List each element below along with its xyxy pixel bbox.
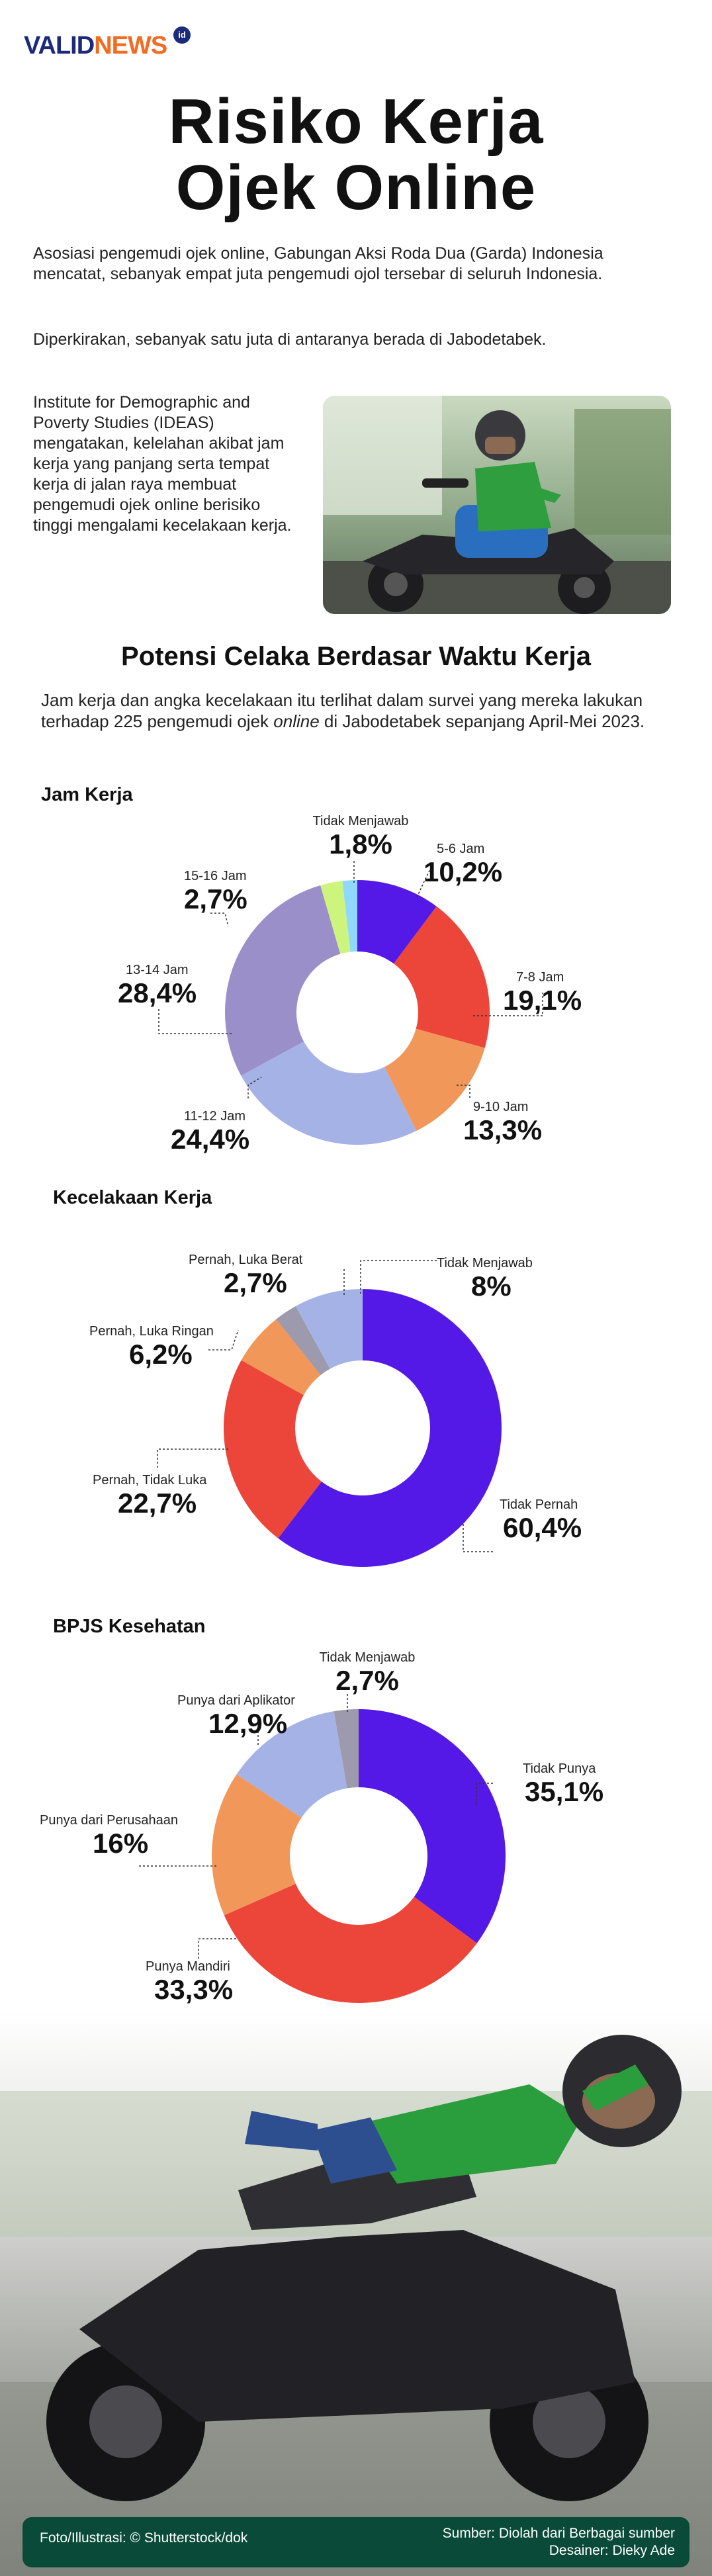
slice-tidak-menjawab [295,1289,363,1369]
leader-tidak-punya [476,1783,493,1806]
leader-11-12 [247,1077,262,1098]
value-7-8-jam: 19,1% [503,985,582,1016]
label-tidak-punya: Tidak Punya [523,1761,596,1776]
chart-jam-kerja-svg [158,861,543,1145]
slice-tidak-pernah [278,1289,502,1567]
intro-paragraph-2: Diperkirakan, sebanyak satu juta di anta… [33,330,547,349]
brand-badge: id [173,26,191,44]
slice-13-14-jam [224,885,341,1076]
slice-punya-dari-aplikator [236,1711,347,1818]
value-mandiri: 33,3% [154,1974,234,2005]
value-tidak-pernah: 60,4% [503,1512,582,1543]
slice-punya-mandiri [224,1883,477,2003]
value-perusahaan: 16% [93,1828,149,1859]
photo-credit: Foto/Illustrasi: © Shutterstock/dok [40,2530,248,2546]
label-tidak-menjawab-2: Tidak Menjawab [437,1256,533,1270]
value-aplikator: 12,9% [208,1708,288,1739]
slice-pernah-luka-ringan [241,1319,321,1396]
label-7-8-jam: 7-8 Jam [516,970,564,985]
intro-paragraph-1: Asosiasi pengemudi ojek online, Gabungan… [33,244,603,283]
leader-mandiri [198,1938,238,1959]
survey-intro: Jam kerja dan angka kecelakaan itu terli… [41,690,645,731]
chart-title-bpjs: BPJS Kesehatan [53,1616,206,1637]
slice-punya-dari-perusahaan [211,1774,302,1916]
label-9-10-jam: 9-10 Jam [473,1100,529,1114]
slice-9-10-jam [384,1028,485,1132]
brand-logo: VALIDNEWS id [24,26,191,60]
label-luka-berat: Pernah, Luka Berat [189,1253,303,1267]
slice-pernah-tidak-luka [223,1360,322,1538]
resting-rider-illustration [0,2012,712,2576]
section-subtitle: Potensi Celaka Berdasar Waktu Kerja [121,642,591,671]
slice-15-16-jam [320,881,351,954]
label-15-16-jam: 15-16 Jam [184,869,247,883]
value-luka-ringan: 6,2% [129,1339,193,1370]
slice-11-12-jam [241,1041,417,1145]
slice-5-6-jam [357,880,437,964]
footer-bar: Foto/Illustrasi: © Shutterstock/dok Sumb… [22,2517,690,2567]
leader-luka-ringan [208,1329,239,1351]
leader-tidak-luka [157,1448,228,1468]
leader-tidak-menjawab-2 [360,1260,437,1294]
label-luka-ringan: Pernah, Luka Ringan [89,1324,214,1339]
value-bpjs-tidak-menjawab: 2,7% [335,1665,399,1696]
chart-title-kecelakaan-kerja: Kecelakaan Kerja [53,1187,212,1208]
leader-5-6 [416,866,432,898]
value-9-10-jam: 13,3% [463,1114,543,1145]
leader-9-10 [457,1085,470,1098]
leader-tidak-pernah [463,1522,493,1552]
chart-bpjs-svg [139,1694,506,2003]
value-tidak-menjawab-1: 1,8% [329,828,392,860]
label-perusahaan: Punya dari Perusahaan [40,1813,179,1828]
chart-kecelakaan-svg [157,1260,502,1567]
slice-tidak-menjawab [342,880,357,952]
value-13-14-jam: 28,4% [118,977,197,1008]
leader-7-8 [473,993,543,1016]
value-tidak-menjawab-2: 8% [471,1270,512,1302]
label-5-6-jam: 5-6 Jam [437,842,485,856]
value-tidak-punya: 35,1% [525,1776,604,1807]
label-13-14-jam: 13-14 Jam [126,963,189,977]
label-tidak-luka: Pernah, Tidak Luka [93,1473,207,1488]
page-title: Risiko Kerja Ojek Online [168,86,544,223]
value-luka-berat: 2,7% [224,1267,287,1298]
label-11-12-jam: 11-12 Jam [184,1109,246,1124]
label-aplikator: Punya dari Aplikator [177,1693,295,1708]
label-bpjs-tidak-menjawab: Tidak Menjawab [319,1650,416,1665]
footer-source: Sumber: Diolah dari Berbagai sumber Desa… [442,2526,675,2558]
slice-tidak-punya [359,1709,506,1943]
label-tidak-pernah: Tidak Pernah [500,1497,578,1512]
slice-pernah-luka-berat [276,1306,330,1376]
value-5-6-jam: 10,2% [423,856,503,887]
leader-15-16 [210,912,229,927]
chart-title-jam-kerja: Jam Kerja [41,784,133,805]
value-11-12-jam: 24,4% [171,1124,250,1155]
slice-tidak-menjawab [334,1709,359,1789]
value-15-16-jam: 2,7% [184,883,247,914]
label-mandiri: Punya Mandiri [146,1959,230,1974]
slice-7-8-jam [394,906,490,1048]
rider-photo [323,396,671,614]
value-tidak-luka: 22,7% [118,1488,197,1519]
leader-13-14 [158,1009,232,1034]
ideas-paragraph: Institute for Demographic and Poverty St… [33,393,292,535]
label-tidak-menjawab-1: Tidak Menjawab [312,814,409,828]
